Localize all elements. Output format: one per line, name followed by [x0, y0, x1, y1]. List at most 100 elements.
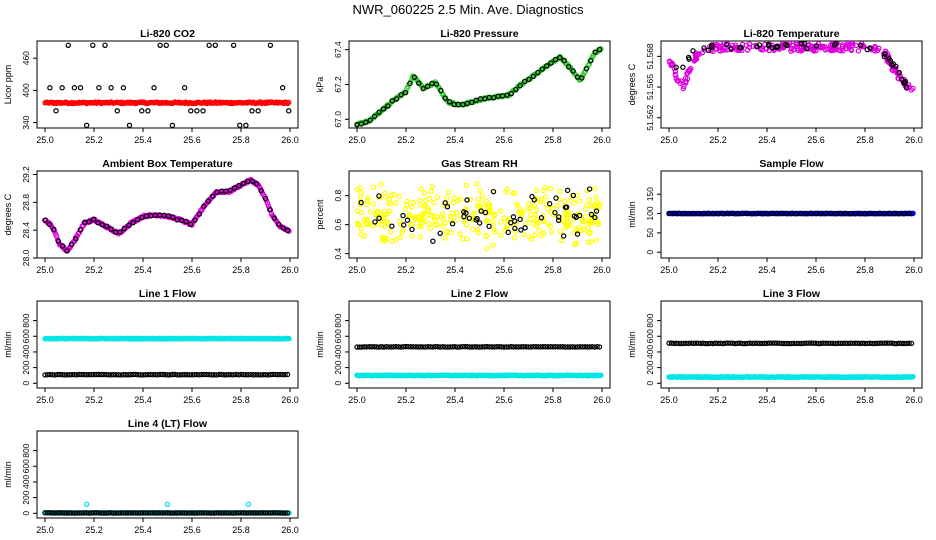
- data-point-cal: [167, 510, 173, 516]
- data-point-cal: [410, 344, 417, 350]
- data-point-cal: [108, 85, 114, 91]
- data-point-cal: [567, 344, 573, 350]
- data-point-cal: [108, 510, 114, 516]
- data-point-cal: [842, 210, 849, 217]
- data-point-cal: [66, 372, 73, 378]
- data-point-cal: [286, 108, 292, 114]
- x-tick-label: 25.2: [397, 265, 415, 275]
- data-point-cal: [847, 210, 854, 217]
- y-tick-label: 50: [645, 228, 655, 238]
- data-point-cal: [356, 344, 363, 350]
- data-point-cal: [145, 371, 151, 378]
- data-point-sample: [426, 221, 432, 227]
- data-point-sample: [434, 221, 440, 228]
- data-point-cal: [192, 217, 198, 223]
- plot-area: [42, 501, 292, 516]
- data-point-cal: [859, 340, 866, 346]
- data-point-cal: [845, 340, 851, 347]
- x-tick-label: 25.0: [348, 135, 366, 145]
- data-point-cal: [879, 340, 885, 346]
- data-point-cal: [252, 372, 259, 378]
- data-point-sample: [423, 218, 429, 224]
- data-point-cal: [901, 210, 907, 217]
- data-point-cal: [438, 87, 444, 94]
- data-point-cal: [734, 340, 741, 347]
- x-tick-label: 25.4: [758, 135, 776, 145]
- data-point-cal: [47, 85, 53, 91]
- data-point-cal: [227, 187, 233, 193]
- data-point-cal: [547, 344, 554, 350]
- data-point-line-flow: [286, 335, 292, 342]
- x-tick-label: 25.8: [232, 525, 250, 535]
- data-point-sample: [409, 204, 415, 210]
- data-point-cal: [594, 343, 600, 350]
- data-point-sample: [463, 222, 470, 228]
- data-point-sample: [557, 188, 563, 194]
- data-point-sample: [397, 218, 403, 225]
- data-point-sample: [428, 188, 434, 195]
- data-point-sample: [484, 245, 490, 252]
- data-point-cal: [121, 225, 128, 232]
- data-point-sample: [571, 200, 577, 206]
- data-point-sample: [684, 70, 690, 77]
- y-tick-label: 600: [21, 459, 31, 473]
- data-point-cal: [555, 217, 562, 224]
- data-point-sample: [682, 75, 689, 81]
- y-tick-label: 400: [21, 475, 31, 489]
- data-point-sample: [409, 221, 415, 228]
- data-point-cal: [137, 510, 144, 516]
- data-point-sample: [582, 213, 589, 220]
- data-point-cal: [430, 344, 436, 350]
- data-point-cal: [152, 510, 158, 516]
- data-point-sample: [672, 72, 679, 78]
- data-point-cal: [395, 344, 402, 350]
- y-tick-label: 400: [21, 83, 31, 97]
- data-point-cal: [685, 340, 692, 347]
- data-point-cal: [887, 58, 894, 64]
- chart-panel-5: Gas Stream RH percent 25.0 25.2 25.4 25.6 25.8…: [315, 158, 611, 275]
- x-tick-label: 26.0: [593, 395, 611, 405]
- data-point-cal: [891, 210, 898, 217]
- data-point-cal: [548, 60, 554, 66]
- data-point-cal: [152, 371, 158, 378]
- data-point-cal: [277, 371, 283, 378]
- data-point-cal: [722, 340, 729, 346]
- data-point-cal: [249, 178, 255, 184]
- data-point-cal: [759, 340, 765, 347]
- data-point-cal: [117, 229, 123, 235]
- data-point-sample: [585, 239, 592, 245]
- data-point-cal: [442, 344, 448, 350]
- data-point-cal: [818, 210, 824, 217]
- data-point-sample: [407, 211, 413, 218]
- data-point-cal: [385, 103, 391, 109]
- data-point-cal: [592, 49, 598, 55]
- data-point-cal: [203, 371, 210, 378]
- data-point-cal: [779, 340, 785, 347]
- data-point-cal: [172, 371, 178, 378]
- data-point-cal: [840, 340, 846, 346]
- data-point-cal: [88, 510, 95, 516]
- data-point-cal: [223, 510, 229, 516]
- data-point-cal: [258, 187, 264, 194]
- data-point-cal: [831, 42, 838, 48]
- data-point-cal: [181, 510, 188, 516]
- data-point-cal: [132, 371, 139, 378]
- data-point-cal: [896, 69, 902, 76]
- data-point-cal: [57, 510, 63, 516]
- data-point-sample: [561, 198, 568, 205]
- data-point-cal: [169, 510, 176, 516]
- x-tick-label: 25.6: [183, 395, 201, 405]
- data-point-sample: [484, 217, 490, 223]
- data-point-sample: [554, 203, 560, 209]
- data-point-sample: [437, 214, 444, 220]
- data-point-sample: [491, 213, 497, 219]
- data-point-cal: [744, 340, 751, 347]
- data-point-cal: [91, 510, 97, 516]
- data-point-cal: [437, 344, 443, 350]
- plot-frame: [348, 170, 611, 259]
- data-point-cal: [135, 372, 141, 378]
- data-point-cal: [137, 372, 144, 378]
- data-point-cal: [685, 54, 692, 61]
- data-point-cal: [267, 206, 273, 213]
